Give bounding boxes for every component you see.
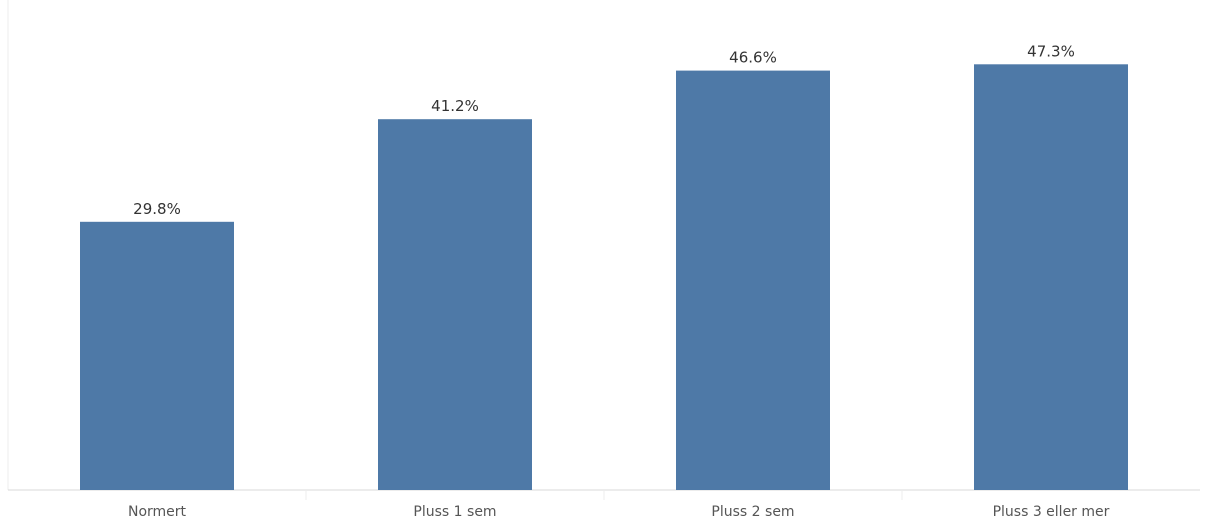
data-label-4: 47.3% — [1027, 42, 1075, 60]
data-labels-group: 29.8% 41.2% 46.6% 47.3% — [133, 42, 1075, 218]
x-tick-label-1: Normert — [128, 504, 187, 520]
data-label-2: 41.2% — [431, 97, 479, 115]
x-tick-labels-group: Normert Pluss 1 sem Pluss 2 sem Pluss 3 ell… — [128, 504, 1110, 520]
data-label-3: 46.6% — [729, 49, 777, 67]
data-label-1: 29.8% — [133, 200, 181, 218]
x-tick-label-2: Pluss 1 sem — [413, 504, 496, 520]
bar-4[interactable] — [974, 64, 1128, 491]
x-tick-label-3: Pluss 2 sem — [711, 504, 794, 520]
bar-2[interactable] — [378, 119, 532, 490]
category-separators — [305, 490, 903, 500]
bar-3[interactable] — [676, 70, 830, 490]
bars-group — [80, 64, 1128, 491]
x-tick-label-4: Pluss 3 eller mer — [993, 504, 1110, 520]
bar-1[interactable] — [80, 221, 234, 491]
